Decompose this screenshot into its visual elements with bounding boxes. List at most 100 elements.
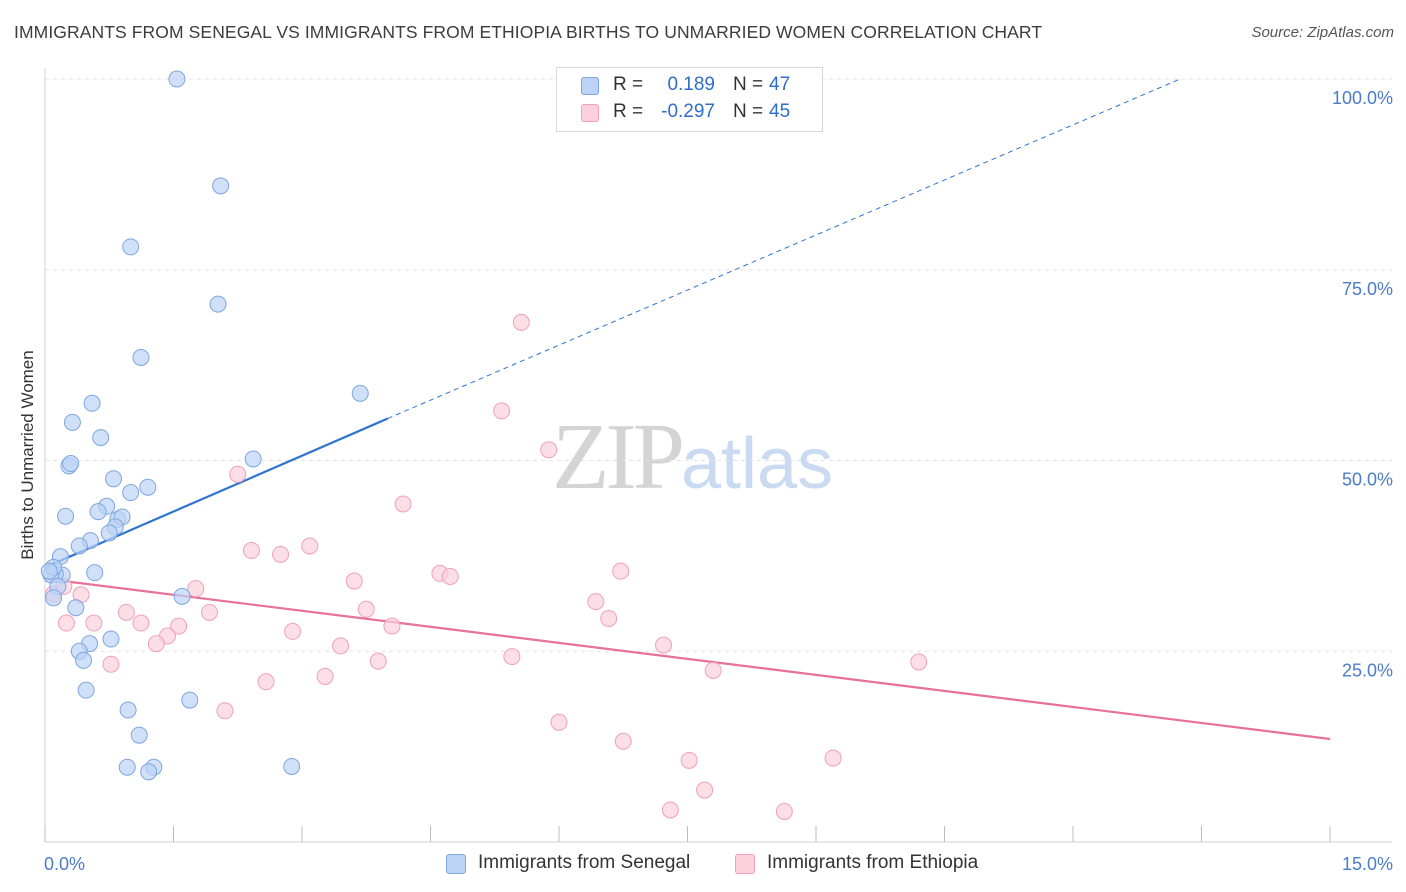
point-senegal — [75, 651, 93, 669]
point-senegal — [40, 562, 58, 580]
point-senegal — [77, 681, 95, 699]
x-tick-label: 15.0% — [1342, 854, 1393, 874]
point-senegal — [105, 470, 123, 488]
legend-n-label: N = — [733, 74, 764, 95]
point-senegal — [212, 177, 230, 195]
point-ethiopia — [394, 495, 412, 513]
y-axis-label: Births to Unmarried Women — [18, 350, 37, 559]
point-ethiopia — [301, 537, 319, 555]
legend-n-value: 47 — [769, 74, 791, 95]
point-ethiopia — [503, 648, 521, 666]
point-ethiopia — [704, 661, 722, 679]
point-ethiopia — [550, 713, 568, 731]
point-ethiopia — [316, 667, 334, 685]
point-senegal — [130, 726, 148, 744]
point-ethiopia — [587, 593, 605, 611]
point-ethiopia — [272, 545, 290, 563]
point-ethiopia — [332, 637, 350, 655]
point-senegal — [283, 757, 301, 775]
point-ethiopia — [357, 600, 375, 618]
point-senegal — [70, 537, 88, 555]
y-tick-label: 25.0% — [1342, 660, 1393, 680]
point-senegal — [67, 599, 85, 617]
point-senegal — [45, 589, 63, 607]
legend-r-label: R = — [613, 74, 644, 95]
point-senegal — [122, 484, 140, 502]
point-ethiopia — [117, 603, 135, 621]
point-senegal — [181, 691, 199, 709]
legend-row-ethiopia: R = -0.297 N = 45 — [557, 100, 822, 127]
legend-r-label: R = — [613, 101, 644, 122]
point-ethiopia — [229, 465, 247, 483]
point-ethiopia — [147, 635, 165, 653]
point-ethiopia — [910, 653, 928, 671]
legend-r-value: 0.189 — [667, 74, 715, 95]
point-ethiopia — [493, 402, 511, 420]
point-ethiopia — [369, 652, 387, 670]
point-ethiopia — [775, 802, 793, 820]
point-senegal — [89, 503, 107, 521]
y-tick-label: 50.0% — [1342, 470, 1393, 490]
point-senegal — [119, 701, 137, 719]
point-ethiopia — [540, 441, 558, 459]
point-senegal — [118, 758, 136, 776]
legend-swatch-ethiopia — [581, 104, 599, 122]
watermark-zip: ZIP — [552, 405, 685, 509]
legend-n-value: 45 — [769, 101, 791, 122]
bottom-legend-swatch-senegal — [446, 854, 466, 874]
point-ethiopia — [612, 562, 630, 580]
y-tick-label: 75.0% — [1342, 279, 1393, 299]
point-ethiopia — [345, 572, 363, 590]
correlation-legend: R = 0.189 N = 47 R = -0.297 N = 45 — [556, 67, 823, 132]
trend-layer — [44, 78, 1331, 741]
point-ethiopia — [85, 614, 103, 632]
point-ethiopia — [680, 751, 698, 769]
point-senegal — [244, 450, 262, 468]
point-senegal — [63, 413, 81, 431]
point-senegal — [173, 587, 191, 605]
point-senegal — [83, 394, 101, 412]
point-senegal — [139, 478, 157, 496]
point-ethiopia — [102, 655, 120, 673]
watermark-atlas: atlas — [681, 424, 834, 504]
point-ethiopia — [383, 617, 401, 635]
point-senegal — [168, 70, 186, 88]
point-senegal — [100, 524, 118, 542]
point-ethiopia — [824, 749, 842, 767]
point-senegal — [132, 348, 150, 366]
grid-layer — [45, 78, 1392, 652]
point-ethiopia — [512, 313, 530, 331]
y-tick-label: 100.0% — [1332, 88, 1393, 108]
point-ethiopia — [257, 673, 275, 691]
point-ethiopia — [284, 622, 302, 640]
point-senegal — [122, 238, 140, 256]
bottom-legend-swatch-ethiopia — [735, 854, 755, 874]
point-senegal — [209, 295, 227, 313]
chart-title: IMMIGRANTS FROM SENEGAL VS IMMIGRANTS FR… — [14, 22, 1043, 42]
axis-layer — [44, 68, 1392, 843]
bottom-legend-label-senegal: Immigrants from Senegal — [478, 852, 691, 873]
legend-n-label: N = — [733, 101, 764, 122]
bottom-legend-label-ethiopia: Immigrants from Ethiopia — [767, 852, 979, 873]
trend-line-ethiopia — [44, 577, 1331, 741]
point-ethiopia — [132, 614, 150, 632]
point-ethiopia — [57, 614, 75, 632]
point-ethiopia — [600, 609, 618, 627]
point-ethiopia — [242, 542, 260, 560]
point-senegal — [62, 455, 80, 473]
legend-swatch-senegal — [581, 77, 599, 95]
point-senegal — [351, 384, 369, 402]
point-ethiopia — [696, 781, 714, 799]
point-ethiopia — [441, 567, 459, 585]
x-tick-label: 0.0% — [44, 854, 85, 874]
point-ethiopia — [200, 603, 218, 621]
point-senegal — [92, 429, 110, 447]
point-senegal — [140, 763, 158, 781]
legend-row-senegal: R = 0.189 N = 47 — [557, 73, 822, 100]
point-ethiopia — [170, 617, 188, 635]
watermark: ZIPatlas — [552, 402, 833, 511]
point-ethiopia — [661, 801, 679, 819]
point-ethiopia — [187, 580, 205, 598]
label-layer: 25.0% 50.0% 75.0% 100.0% 0.0% 15.0% — [44, 88, 1393, 874]
